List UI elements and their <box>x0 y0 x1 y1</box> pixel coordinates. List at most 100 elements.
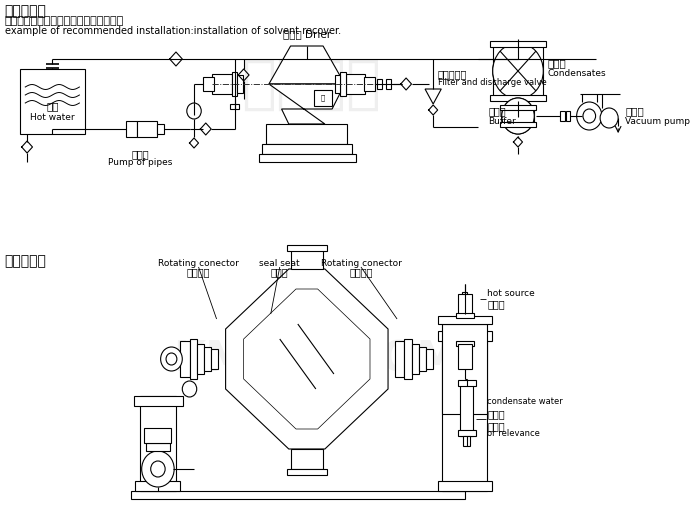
Text: 缓冲罐: 缓冲罐 <box>489 106 506 116</box>
Bar <box>190 339 197 379</box>
Text: Pump of pipes: Pump of pipes <box>108 158 172 167</box>
Bar <box>500 105 536 110</box>
Bar <box>426 349 433 369</box>
Circle shape <box>150 461 165 477</box>
Bar <box>500 122 536 127</box>
Text: 密封座: 密封座 <box>271 267 288 277</box>
Bar <box>266 124 348 144</box>
Bar <box>493 43 543 99</box>
Polygon shape <box>226 269 388 449</box>
Text: Rotating conector: Rotating conector <box>321 259 402 268</box>
Bar <box>502 108 534 124</box>
Circle shape <box>161 347 182 371</box>
Bar <box>212 74 232 94</box>
Circle shape <box>182 381 197 397</box>
Text: 冷凝器: 冷凝器 <box>548 58 566 68</box>
Bar <box>411 344 419 374</box>
Bar <box>566 111 571 121</box>
Bar <box>340 72 346 96</box>
Text: 管道泵: 管道泵 <box>131 149 148 159</box>
Bar <box>462 292 467 296</box>
Bar <box>442 331 487 491</box>
Text: hot source: hot source <box>487 289 535 299</box>
Polygon shape <box>425 89 442 104</box>
Bar <box>346 74 366 94</box>
Text: 科威干燥: 科威干燥 <box>241 56 382 113</box>
Bar <box>437 316 492 324</box>
Bar <box>442 324 487 414</box>
Text: 旋转接头: 旋转接头 <box>187 267 210 277</box>
Text: 冷凝器: 冷凝器 <box>487 409 505 419</box>
Text: example of recommended installation:installation of solvent recover.: example of recommended installation:inst… <box>5 26 341 36</box>
Circle shape <box>187 103 201 119</box>
Bar <box>134 396 183 406</box>
Bar <box>437 331 492 341</box>
Bar <box>137 121 157 137</box>
Circle shape <box>502 98 534 134</box>
Bar <box>157 124 164 134</box>
Bar <box>237 75 243 93</box>
Bar <box>20 69 85 134</box>
Bar <box>290 249 323 269</box>
Bar <box>146 443 170 451</box>
Text: seal seat: seal seat <box>259 259 300 268</box>
Bar <box>135 481 181 491</box>
Bar <box>460 381 473 436</box>
Bar <box>395 341 404 377</box>
Text: 简易结构图: 简易结构图 <box>5 254 46 268</box>
Text: 热水: 热水 <box>46 101 59 111</box>
Text: Vacuum pump: Vacuum pump <box>625 117 690 125</box>
Polygon shape <box>244 289 370 429</box>
Bar <box>386 79 391 89</box>
Bar <box>455 341 474 346</box>
Bar <box>290 449 323 469</box>
Bar <box>197 344 204 374</box>
Text: Condensates: Condensates <box>548 68 607 78</box>
Bar <box>126 121 137 137</box>
Circle shape <box>493 43 543 99</box>
Bar <box>463 436 470 446</box>
Text: Hot water: Hot water <box>30 114 75 122</box>
Circle shape <box>502 98 534 134</box>
Circle shape <box>493 43 543 99</box>
Bar <box>144 428 171 443</box>
Text: condensate water: condensate water <box>487 397 563 407</box>
Text: Rotating conector: Rotating conector <box>158 259 239 268</box>
Text: Filter and discharge valve: Filter and discharge valve <box>437 78 546 87</box>
Bar <box>259 154 355 162</box>
Bar <box>232 72 237 96</box>
Circle shape <box>583 109 595 123</box>
Circle shape <box>577 102 602 130</box>
Bar <box>377 79 382 89</box>
Bar <box>437 481 492 491</box>
Bar <box>404 339 411 379</box>
Text: 旋转接头: 旋转接头 <box>349 267 373 277</box>
Text: 进热源: 进热源 <box>487 299 505 309</box>
Bar <box>419 347 426 371</box>
Bar <box>204 347 211 371</box>
Bar <box>230 104 239 109</box>
Bar <box>262 144 352 154</box>
Bar <box>335 75 340 93</box>
Text: Buffer: Buffer <box>489 117 516 125</box>
Bar <box>287 245 326 251</box>
Text: KMDRY.COM: KMDRY.COM <box>173 338 458 380</box>
Bar <box>211 349 219 369</box>
Bar <box>457 344 472 369</box>
Circle shape <box>600 108 618 128</box>
Bar <box>560 111 565 121</box>
Bar <box>490 95 546 101</box>
Bar <box>181 341 190 377</box>
Bar <box>457 430 475 436</box>
Bar <box>314 90 332 106</box>
Polygon shape <box>269 46 345 84</box>
Circle shape <box>166 353 177 365</box>
Circle shape <box>141 451 174 487</box>
Bar <box>457 294 472 316</box>
Bar <box>203 77 214 91</box>
Text: 或回流: 或回流 <box>487 421 505 431</box>
Text: 固: 固 <box>321 95 325 101</box>
Bar <box>455 313 474 318</box>
Bar <box>287 469 326 475</box>
Text: 过滤放空阀: 过滤放空阀 <box>437 69 467 79</box>
